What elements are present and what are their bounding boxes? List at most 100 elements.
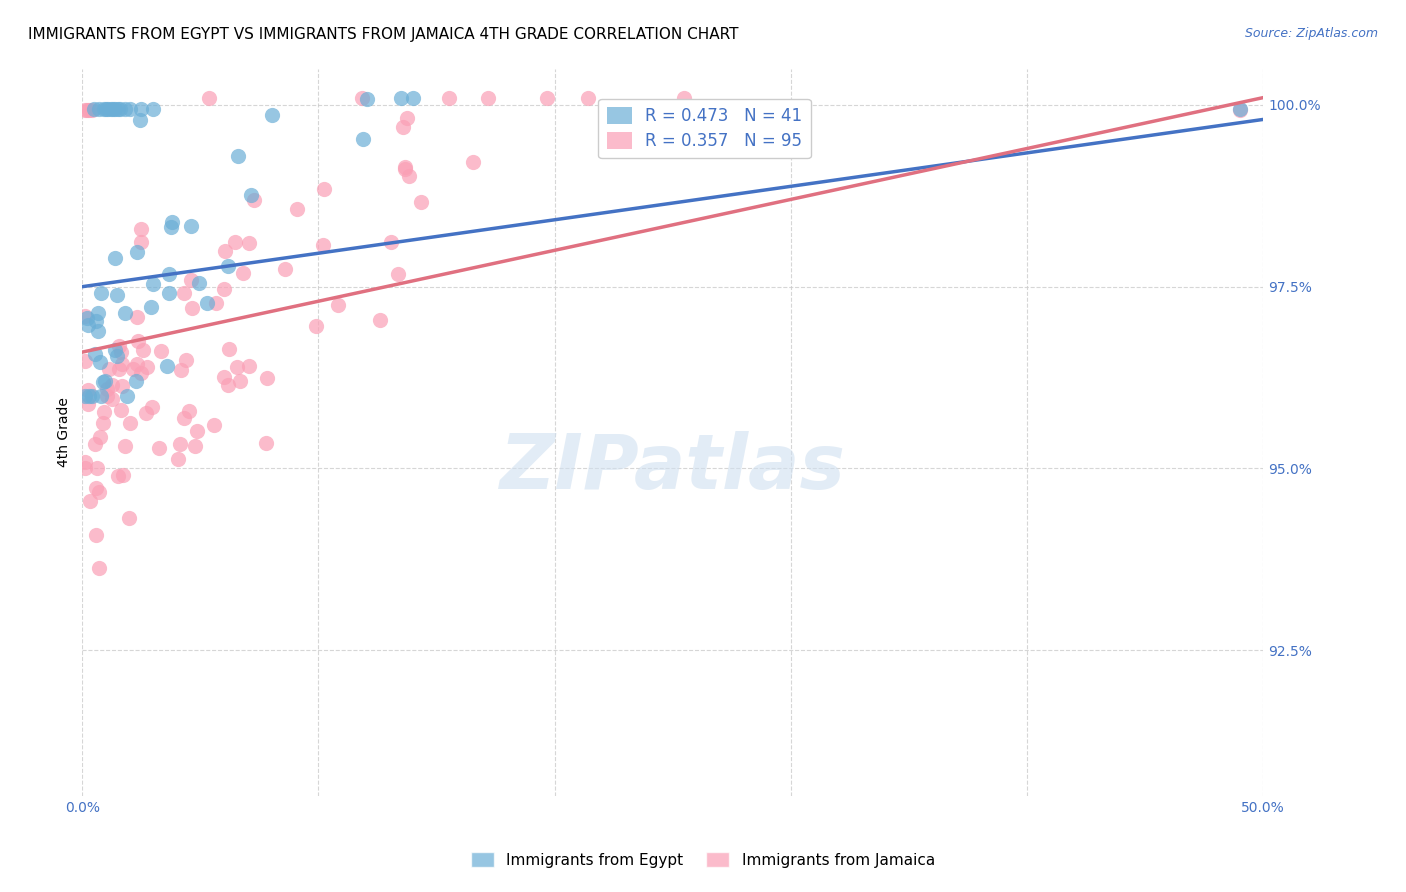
Immigrants from Jamaica — [212, 282, 235, 296]
Immigrants from Jamaica — [114, 439, 136, 453]
Immigrants from Egypt — [76, 310, 98, 325]
Immigrants from Egypt — [389, 90, 412, 104]
Immigrants from Egypt — [73, 389, 96, 403]
Point — [83, 102, 105, 116]
Immigrants from Egypt — [127, 244, 149, 259]
Immigrants from Egypt — [87, 324, 110, 338]
Immigrants from Egypt — [90, 285, 112, 300]
Immigrants from Egypt — [160, 214, 183, 228]
Immigrants from Jamaica — [173, 411, 195, 425]
Immigrants from Jamaica — [179, 403, 201, 417]
Immigrants from Jamaica — [135, 406, 157, 420]
Immigrants from Egypt — [240, 187, 263, 202]
Immigrants from Egypt — [217, 259, 239, 273]
Immigrants from Jamaica — [274, 261, 297, 276]
Immigrants from Jamaica — [129, 235, 152, 249]
Point — [104, 102, 127, 116]
Immigrants from Egypt — [86, 314, 108, 328]
Immigrants from Jamaica — [312, 182, 335, 196]
Immigrants from Jamaica — [350, 90, 373, 104]
Immigrants from Egypt — [356, 92, 378, 106]
Immigrants from Jamaica — [84, 528, 107, 542]
Point — [79, 103, 101, 117]
Immigrants from Jamaica — [214, 244, 236, 258]
Immigrants from Jamaica — [96, 382, 118, 396]
Immigrants from Jamaica — [110, 345, 132, 359]
Immigrants from Jamaica — [395, 112, 418, 126]
Point — [1229, 103, 1251, 117]
Immigrants from Jamaica — [91, 416, 114, 430]
Point — [114, 102, 136, 116]
Text: ZIPatlas: ZIPatlas — [499, 432, 846, 506]
Immigrants from Jamaica — [536, 90, 558, 104]
Immigrants from Jamaica — [174, 353, 197, 368]
Text: Source: ZipAtlas.com: Source: ZipAtlas.com — [1244, 27, 1378, 40]
Immigrants from Jamaica — [129, 367, 152, 381]
Immigrants from Jamaica — [141, 400, 163, 414]
Immigrants from Jamaica — [110, 403, 132, 417]
Immigrants from Jamaica — [117, 511, 139, 525]
Immigrants from Jamaica — [96, 389, 118, 403]
Immigrants from Jamaica — [238, 235, 260, 250]
Immigrants from Jamaica — [73, 455, 96, 469]
Immigrants from Jamaica — [204, 418, 226, 433]
Immigrants from Jamaica — [173, 286, 195, 301]
Legend: R = 0.473   N = 41, R = 0.357   N = 95: R = 0.473 N = 41, R = 0.357 N = 95 — [599, 99, 810, 159]
Immigrants from Jamaica — [87, 485, 110, 500]
Immigrants from Jamaica — [214, 370, 236, 384]
Immigrants from Egypt — [94, 374, 117, 388]
Point — [107, 102, 129, 116]
Immigrants from Egypt — [104, 343, 127, 357]
Immigrants from Jamaica — [112, 467, 135, 482]
Immigrants from Jamaica — [89, 430, 111, 444]
Text: IMMIGRANTS FROM EGYPT VS IMMIGRANTS FROM JAMAICA 4TH GRADE CORRELATION CHART: IMMIGRANTS FROM EGYPT VS IMMIGRANTS FROM… — [28, 27, 738, 42]
Immigrants from Egypt — [83, 347, 105, 361]
Legend: Immigrants from Egypt, Immigrants from Jamaica: Immigrants from Egypt, Immigrants from J… — [464, 844, 942, 875]
Immigrants from Egypt — [91, 375, 114, 389]
Immigrants from Egypt — [80, 389, 103, 403]
Immigrants from Jamaica — [170, 363, 193, 377]
Immigrants from Egypt — [105, 349, 128, 363]
Immigrants from Jamaica — [398, 169, 420, 183]
Immigrants from Jamaica — [198, 90, 221, 104]
Point — [131, 102, 153, 116]
Immigrants from Jamaica — [93, 405, 115, 419]
Immigrants from Jamaica — [136, 359, 159, 374]
Immigrants from Jamaica — [89, 560, 111, 574]
Immigrants from Jamaica — [148, 441, 170, 455]
Immigrants from Jamaica — [305, 319, 328, 334]
Immigrants from Jamaica — [107, 469, 129, 483]
Immigrants from Jamaica — [392, 120, 415, 134]
Immigrants from Jamaica — [166, 451, 188, 466]
Immigrants from Jamaica — [76, 383, 98, 397]
Immigrants from Egypt — [402, 90, 425, 104]
Immigrants from Egypt — [142, 277, 165, 291]
Immigrants from Jamaica — [184, 438, 207, 452]
Immigrants from Jamaica — [86, 461, 108, 475]
Immigrants from Jamaica — [218, 342, 240, 356]
Immigrants from Jamaica — [73, 461, 96, 475]
Point — [1229, 102, 1251, 116]
Immigrants from Jamaica — [186, 424, 208, 438]
Immigrants from Jamaica — [169, 437, 191, 451]
Immigrants from Jamaica — [204, 295, 226, 310]
Immigrants from Jamaica — [463, 154, 485, 169]
Immigrants from Jamaica — [387, 268, 409, 282]
Immigrants from Jamaica — [110, 378, 132, 392]
Immigrants from Egypt — [115, 389, 138, 403]
Immigrants from Egypt — [125, 374, 148, 388]
Immigrants from Egypt — [104, 252, 127, 266]
Immigrants from Jamaica — [229, 374, 252, 388]
Immigrants from Egypt — [180, 219, 202, 233]
Point — [76, 103, 98, 117]
Point — [142, 102, 165, 116]
Immigrants from Jamaica — [83, 437, 105, 451]
Immigrants from Jamaica — [256, 371, 278, 385]
Immigrants from Jamaica — [107, 361, 129, 376]
Immigrants from Jamaica — [409, 194, 432, 209]
Immigrants from Jamaica — [285, 202, 308, 216]
Immigrants from Jamaica — [131, 222, 153, 236]
Immigrants from Egypt — [159, 219, 181, 234]
Immigrants from Jamaica — [232, 267, 254, 281]
Immigrants from Egypt — [105, 288, 128, 302]
